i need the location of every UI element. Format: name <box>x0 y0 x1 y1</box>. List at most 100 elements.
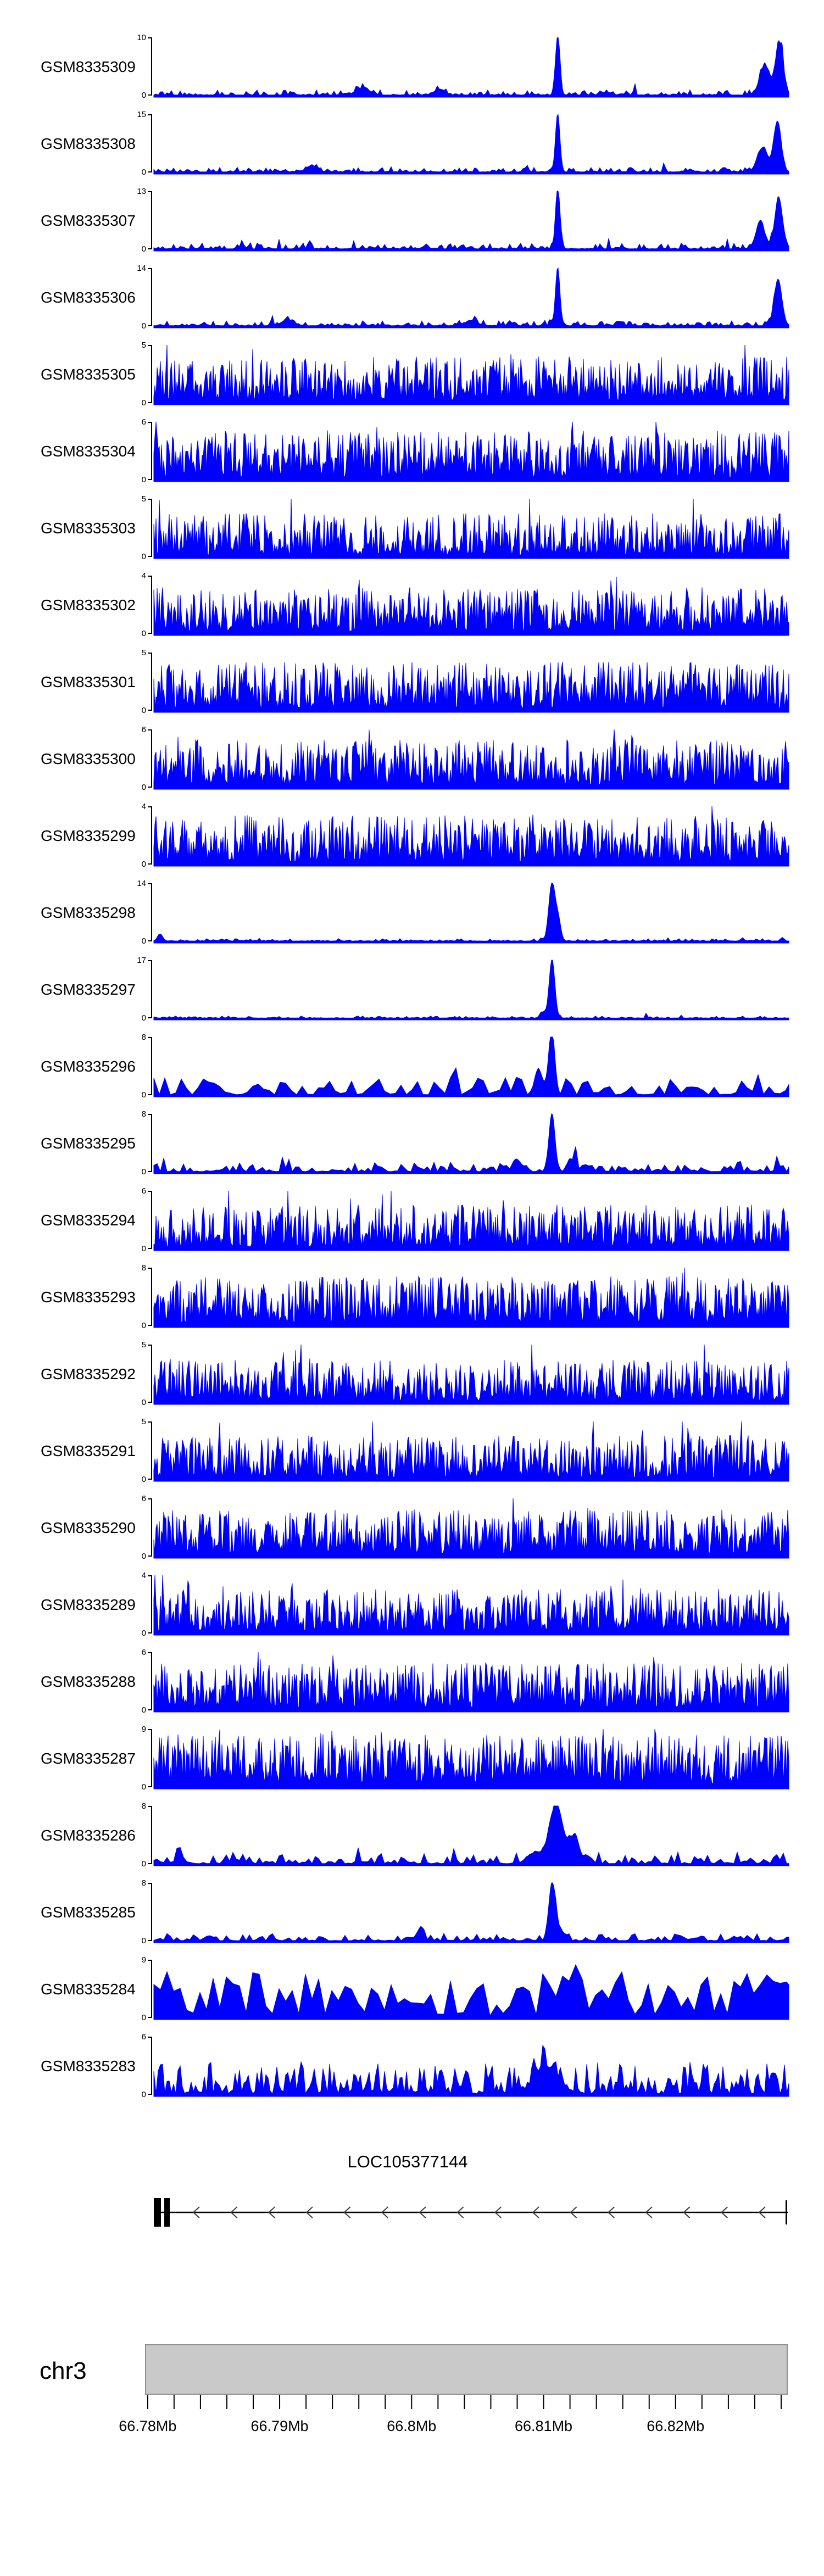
track-label: GSM8335285 <box>41 1904 136 1921</box>
signal-area <box>153 1729 789 1789</box>
y-axis-tick <box>148 1171 152 1172</box>
y-axis-tick <box>148 37 152 38</box>
y-axis-zero-label: 0 <box>141 1552 146 1561</box>
y-axis-line <box>151 1960 152 2018</box>
track-plot: 6 0 <box>142 2032 789 2099</box>
strand-arrow-icon <box>230 2206 238 2218</box>
track-plot: 5 0 <box>142 494 789 561</box>
y-axis-tick <box>148 2037 152 2038</box>
gene-exon-block <box>154 2198 161 2227</box>
track-label: GSM8335296 <box>41 1058 136 1075</box>
y-axis-tick <box>148 2094 152 2095</box>
track-plot: 6 0 <box>142 1186 789 1253</box>
y-axis-tick <box>148 1325 152 1326</box>
signal-area-chart <box>153 37 789 98</box>
signal-area-chart <box>153 1498 789 1559</box>
signal-area-chart <box>153 1190 789 1251</box>
y-axis-tick <box>148 1632 152 1633</box>
y-axis-line <box>151 499 152 557</box>
track-plot: 5 0 <box>142 341 789 408</box>
y-axis-zero-label: 0 <box>141 1936 146 1945</box>
track-label: GSM8335293 <box>41 1289 136 1306</box>
y-axis-tick <box>148 576 152 577</box>
y-axis-tick <box>148 806 152 807</box>
y-axis-line <box>151 1037 152 1095</box>
track-label: GSM8335308 <box>41 135 136 152</box>
track-row: GSM8335294 6 0 <box>0 1182 824 1259</box>
y-axis-tick <box>148 1402 152 1403</box>
signal-area <box>153 960 789 1021</box>
track-row: GSM8335292 5 0 <box>0 1336 824 1413</box>
signal-area-chart <box>153 1805 789 1866</box>
track-label: GSM8335290 <box>41 1519 136 1536</box>
track-row: GSM8335293 8 0 <box>0 1259 824 1336</box>
y-axis-tick <box>148 1786 152 1787</box>
y-axis-line <box>151 1806 152 1864</box>
track-plot: 6 0 <box>142 725 789 792</box>
y-axis-max-label: 8 <box>141 1802 146 1811</box>
chromosome-label: chr3 <box>40 2357 87 2384</box>
y-axis-tick <box>148 1652 152 1653</box>
signal-area <box>153 1498 789 1559</box>
y-axis-tick <box>148 499 152 500</box>
y-axis-zero-label: 0 <box>141 2013 146 2022</box>
axis-tick-label: 66.78Mb <box>119 2418 176 2434</box>
y-axis-max-label: 5 <box>141 494 146 504</box>
y-axis-zero-label: 0 <box>141 398 146 408</box>
y-axis-tick <box>148 1960 152 1961</box>
y-axis-line <box>151 1729 152 1787</box>
track-label: GSM8335297 <box>41 981 136 998</box>
y-axis-max-label: 14 <box>137 879 146 888</box>
y-axis-line <box>151 1652 152 1710</box>
signal-area <box>153 1882 789 1943</box>
signal-area <box>153 344 789 405</box>
y-axis-max-label: 4 <box>141 571 146 581</box>
signal-area-chart <box>153 2044 789 2097</box>
track-label: GSM8335305 <box>41 366 136 383</box>
y-axis-zero-label: 0 <box>141 168 146 177</box>
y-axis-max-label: 9 <box>141 1955 146 1965</box>
track-plot: 8 0 <box>142 1878 789 1945</box>
y-axis-tick <box>148 2017 152 2018</box>
track-row: GSM8335286 8 0 <box>0 1797 824 1874</box>
track-plot: 5 0 <box>142 1417 789 1484</box>
y-axis-zero-label: 0 <box>141 1475 146 1484</box>
y-axis-line <box>151 1345 152 1403</box>
y-axis-max-label: 10 <box>137 33 146 42</box>
y-axis-tick <box>148 729 152 731</box>
y-axis-tick <box>148 1248 152 1249</box>
signal-area-chart <box>153 267 789 328</box>
strand-arrow-icon <box>683 2206 691 2218</box>
track-row: GSM8335299 4 0 <box>0 798 824 874</box>
strand-arrow-icon <box>607 2206 615 2218</box>
signal-area-chart <box>153 1036 789 1097</box>
y-axis-max-label: 5 <box>141 1340 146 1350</box>
axis-tick-label: 66.8Mb <box>387 2418 436 2434</box>
track-label: GSM8335309 <box>41 58 136 75</box>
y-axis-line <box>151 1191 152 1249</box>
y-axis-tick <box>148 479 152 480</box>
track-plot: 9 0 <box>142 1725 789 1792</box>
signal-area-chart <box>153 1652 789 1713</box>
strand-arrow-icon <box>192 2206 200 2218</box>
signal-area <box>153 1575 789 1636</box>
track-row: GSM8335297 17 0 <box>0 951 824 1028</box>
signal-area <box>153 37 789 98</box>
track-plot: 6 0 <box>142 417 789 484</box>
y-axis-tick <box>148 325 152 326</box>
y-axis-max-label: 14 <box>137 264 146 273</box>
signal-area-chart <box>153 1344 789 1405</box>
y-axis-zero-label: 0 <box>141 936 146 946</box>
strand-arrow-icon <box>758 2206 766 2218</box>
y-axis-max-label: 8 <box>141 1263 146 1273</box>
signal-area <box>153 883 789 944</box>
y-axis-tick <box>148 1191 152 1192</box>
y-axis-max-label: 13 <box>137 187 146 196</box>
track-plot: 8 0 <box>142 1802 789 1869</box>
signal-area-chart <box>153 960 789 1021</box>
gene-exon-block <box>164 2198 170 2227</box>
track-row: GSM8335284 9 0 <box>0 1951 824 2028</box>
y-axis-line <box>151 1575 152 1633</box>
y-axis-tick <box>148 422 152 423</box>
track-plot: 14 0 <box>137 879 789 946</box>
